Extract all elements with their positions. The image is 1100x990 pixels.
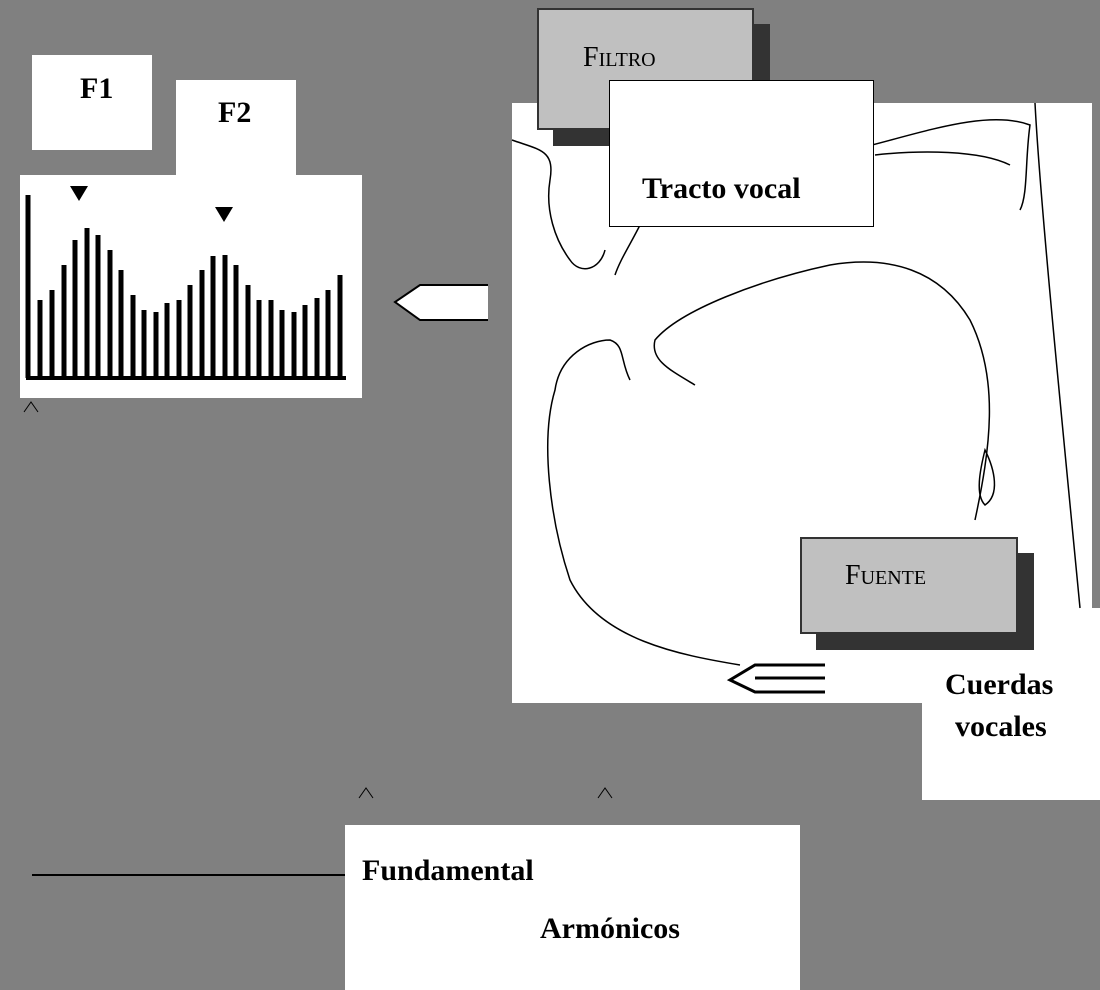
filter-title: Filtro — [583, 42, 656, 74]
drawing — [0, 0, 1100, 990]
contour — [872, 120, 1030, 210]
f1-label: F1 — [80, 72, 113, 106]
arrow-source — [730, 665, 825, 692]
carets — [24, 402, 612, 798]
contour — [615, 225, 640, 275]
spectrum-bars — [26, 195, 346, 378]
contour — [1035, 103, 1080, 608]
vocal-tract-label: Tracto vocal — [642, 172, 801, 206]
contour — [654, 262, 989, 520]
source-title: Fuente — [845, 560, 926, 592]
harmonic-bars — [28, 195, 340, 378]
harmonics-label: Armónicos — [540, 912, 680, 946]
vocal-cords-line: vocales — [955, 710, 1047, 744]
formant-markers — [70, 186, 233, 222]
fundamental-label: Fundamental — [362, 854, 534, 888]
contour — [979, 450, 994, 505]
f2-label: F2 — [218, 96, 251, 130]
vocal-cords-line: Cuerdas — [945, 668, 1053, 702]
contour — [875, 152, 1010, 165]
contour — [512, 140, 605, 269]
contour — [548, 340, 740, 665]
arrow-left — [395, 285, 488, 320]
caret — [24, 402, 612, 798]
diagram: F1 F2 Filtro Tracto vocal Fuente Cuerdas… — [0, 0, 1100, 990]
